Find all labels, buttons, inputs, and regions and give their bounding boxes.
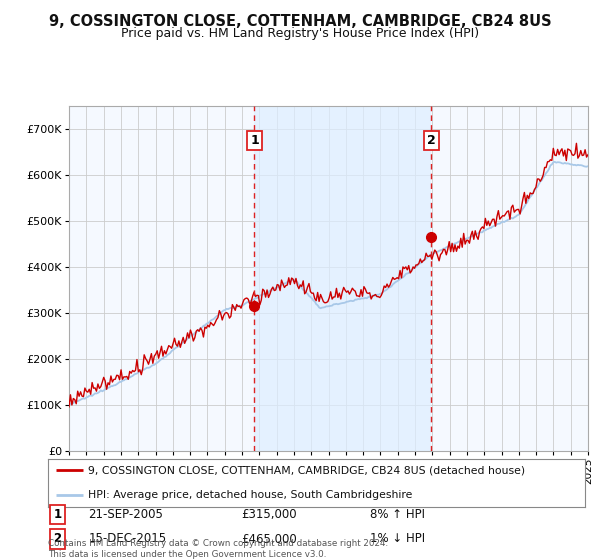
Text: 2: 2 <box>53 533 62 545</box>
Text: 1: 1 <box>53 508 62 521</box>
Text: 21-SEP-2005: 21-SEP-2005 <box>88 508 163 521</box>
Text: 15-DEC-2015: 15-DEC-2015 <box>88 533 166 545</box>
Text: 8% ↑ HPI: 8% ↑ HPI <box>370 508 425 521</box>
Text: 2: 2 <box>427 134 436 147</box>
Text: 1: 1 <box>250 134 259 147</box>
Text: 9, COSSINGTON CLOSE, COTTENHAM, CAMBRIDGE, CB24 8US (detached house): 9, COSSINGTON CLOSE, COTTENHAM, CAMBRIDG… <box>88 465 526 475</box>
Text: 1% ↓ HPI: 1% ↓ HPI <box>370 533 425 545</box>
Text: 9, COSSINGTON CLOSE, COTTENHAM, CAMBRIDGE, CB24 8US: 9, COSSINGTON CLOSE, COTTENHAM, CAMBRIDG… <box>49 14 551 29</box>
Text: HPI: Average price, detached house, South Cambridgeshire: HPI: Average price, detached house, Sout… <box>88 490 413 500</box>
Text: Price paid vs. HM Land Registry's House Price Index (HPI): Price paid vs. HM Land Registry's House … <box>121 27 479 40</box>
Text: £465,000: £465,000 <box>241 533 297 545</box>
Text: £315,000: £315,000 <box>241 508 297 521</box>
Text: Contains HM Land Registry data © Crown copyright and database right 2024.
This d: Contains HM Land Registry data © Crown c… <box>48 539 388 559</box>
Bar <box>254 106 431 451</box>
